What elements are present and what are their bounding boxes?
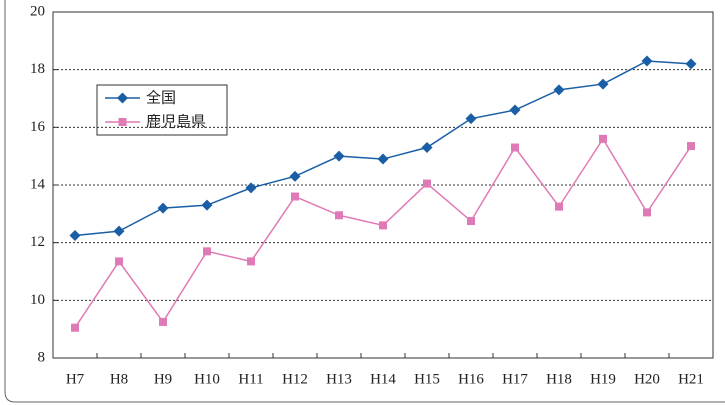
x-tick-label: H18 bbox=[546, 371, 572, 387]
data-point bbox=[687, 142, 695, 151]
y-tick-label: 12 bbox=[30, 234, 45, 250]
x-tick-label: H8 bbox=[110, 371, 128, 387]
y-tick-label: 18 bbox=[30, 61, 45, 77]
data-point bbox=[421, 142, 433, 154]
data-point bbox=[685, 58, 697, 70]
data-point bbox=[69, 229, 81, 241]
x-tick-label: H16 bbox=[458, 371, 484, 387]
data-point bbox=[555, 202, 563, 211]
x-tick-label: H7 bbox=[66, 371, 85, 387]
data-point bbox=[599, 134, 607, 143]
data-point bbox=[159, 317, 167, 326]
x-tick-label: H17 bbox=[502, 371, 528, 387]
legend-box bbox=[96, 84, 228, 136]
data-point bbox=[291, 192, 299, 201]
y-tick-label: 8 bbox=[38, 349, 46, 365]
data-point bbox=[509, 104, 521, 116]
data-point bbox=[379, 221, 387, 230]
x-tick-label: H11 bbox=[238, 371, 263, 387]
y-tick-label: 10 bbox=[30, 292, 45, 308]
frame bbox=[4, 0, 725, 403]
data-point bbox=[335, 211, 343, 220]
data-point bbox=[203, 247, 211, 256]
legend-label: 全国 bbox=[146, 89, 176, 107]
data-point bbox=[333, 150, 345, 162]
y-tick-label: 20 bbox=[30, 3, 45, 19]
legend-marker bbox=[118, 118, 127, 126]
data-point bbox=[157, 202, 169, 214]
x-tick-label: H19 bbox=[590, 371, 616, 387]
data-point bbox=[245, 182, 257, 194]
data-point bbox=[113, 225, 125, 237]
data-point bbox=[71, 323, 79, 332]
data-point bbox=[289, 170, 301, 182]
data-point bbox=[643, 208, 651, 217]
y-tick-label: 16 bbox=[30, 119, 46, 135]
x-tick-label: H15 bbox=[414, 371, 440, 387]
data-point bbox=[597, 78, 609, 90]
x-tick-label: H12 bbox=[282, 371, 308, 387]
data-point bbox=[641, 55, 653, 67]
x-tick-label: H13 bbox=[326, 371, 352, 387]
data-point bbox=[423, 179, 431, 188]
data-point bbox=[115, 257, 123, 266]
data-point bbox=[465, 113, 477, 125]
data-point bbox=[247, 257, 255, 266]
data-point bbox=[553, 84, 565, 96]
legend-label: 鹿児島県 bbox=[146, 113, 206, 131]
data-point bbox=[467, 217, 475, 226]
x-tick-label: H9 bbox=[154, 371, 172, 387]
x-tick-label: H20 bbox=[634, 371, 660, 387]
legend-marker bbox=[117, 92, 128, 104]
data-point bbox=[377, 153, 389, 165]
data-point bbox=[511, 143, 519, 152]
series-line bbox=[74, 137, 692, 329]
x-tick-label: H10 bbox=[194, 371, 220, 387]
y-tick-label: 14 bbox=[30, 176, 46, 192]
x-tick-label: H21 bbox=[678, 371, 704, 387]
data-point bbox=[201, 199, 213, 211]
x-tick-label: H14 bbox=[370, 371, 396, 387]
